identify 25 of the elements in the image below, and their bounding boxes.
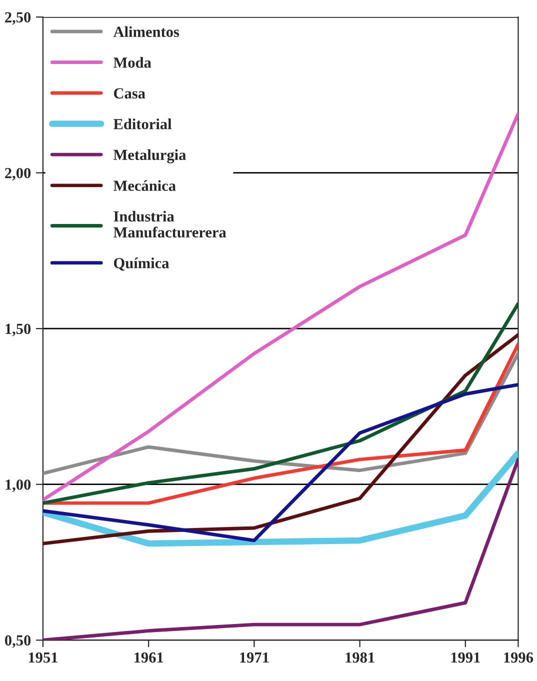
y-tick-label: 1,50	[6, 324, 31, 336]
x-tick-label: 1981	[346, 652, 374, 663]
legend-label: Moda	[114, 57, 152, 68]
line-series	[42, 382, 518, 542]
legend-label: Química	[114, 258, 170, 271]
legend-label: Mecánica	[114, 180, 176, 191]
line-series	[42, 342, 518, 505]
line-series	[42, 352, 518, 476]
legend-label: Metalurgia	[114, 149, 186, 164]
legend-label: Industria Manufacturerera	[114, 210, 226, 238]
y-tick-label: 0,50	[5, 635, 31, 648]
y-tick-label: 2,50	[5, 12, 31, 25]
legend-label: Editorial	[114, 118, 172, 130]
legend-label: Alimentos	[113, 26, 180, 38]
x-tick-label: 1996	[504, 652, 534, 663]
x-tick-label: 1971	[240, 652, 269, 663]
legend-label: Casa	[114, 88, 146, 99]
line-series	[42, 112, 518, 502]
x-tick-label: 1991	[451, 652, 480, 663]
line-series	[42, 333, 518, 546]
y-tick-label: 2,00	[5, 168, 31, 180]
x-tick-label: 1961	[134, 652, 164, 663]
y-tick-label: 1,00	[6, 480, 31, 492]
x-tick-label: 1951	[28, 652, 58, 663]
line-series	[42, 302, 518, 505]
